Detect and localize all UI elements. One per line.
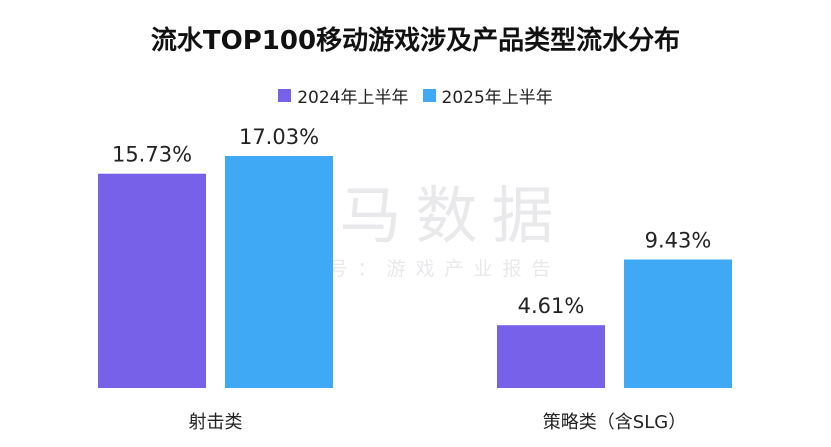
bar-2024-0 <box>98 173 206 388</box>
legend-swatch-2024 <box>278 89 292 102</box>
data-label-2024-0: 15.73% <box>112 143 192 167</box>
bar-2025-0 <box>225 156 333 388</box>
data-label-2024-1: 4.61% <box>518 294 585 318</box>
chart-title: 流水TOP100移动游戏涉及产品类型流水分布 <box>150 26 681 56</box>
legend-item-2024: 2024年上半年 <box>278 83 409 108</box>
legend-item-2025: 2025年上半年 <box>422 83 553 108</box>
legend-label-2025: 2025年上半年 <box>441 88 553 108</box>
legend-swatch-2025 <box>422 89 436 102</box>
legend-label-2024: 2024年上半年 <box>297 88 409 108</box>
data-label-2025-1: 9.43% <box>645 229 712 253</box>
legend: 2024年上半年 2025年上半年 <box>0 83 831 108</box>
data-label-2025-0: 17.03% <box>239 125 319 149</box>
bar-2025-1 <box>624 259 732 388</box>
category-label-0: 射击类 <box>189 412 243 433</box>
category-label-1: 策略类（含SLG） <box>543 412 686 433</box>
bar-2024-1 <box>497 325 605 388</box>
